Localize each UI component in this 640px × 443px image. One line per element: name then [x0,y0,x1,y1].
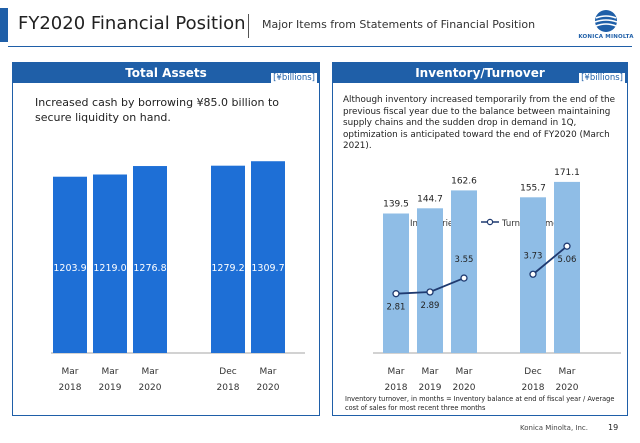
inventory-value-label: 155.7 [520,183,546,193]
inventory-value-label: 144.7 [417,194,443,204]
total-assets-value-label: 1276.8 [133,263,166,274]
total-assets-value-label: 1309.7 [251,263,284,274]
x-tick-label-month: Mar [388,367,405,377]
x-tick-label-year: 2020 [453,383,476,393]
total-assets-bar [211,165,245,353]
total-assets-bar [133,166,167,353]
total-assets-unit: [¥billions] [271,73,317,84]
x-tick-label-year: 2018 [59,383,82,393]
x-tick-label-month: Mar [422,367,439,377]
title-accent [0,8,8,42]
logo-wordmark: KONICA MINOLTA [578,34,634,40]
x-tick-label-year: 2020 [257,383,280,393]
x-tick-label-month: Mar [142,367,159,377]
logo-mark-icon [594,10,618,32]
legend-turnover-marker [486,218,494,226]
x-tick-label-year: 2019 [419,383,442,393]
inventory-chart: InventoriesTurnover (months)139.5Mar2018… [373,168,621,393]
total-assets-bar [251,161,285,353]
x-tick-label-year: 2020 [139,383,162,393]
turnover-value-label: 2.89 [421,301,440,311]
inventory-bar [554,181,580,353]
company-logo: KONICA MINOLTA [576,8,636,44]
footer-company: Konica Minolta, Inc. [520,424,588,432]
inventory-panel: Inventory/Turnover [¥billions] Although … [332,62,628,416]
x-tick-label-month: Dec [524,367,541,377]
total-assets-title: Total Assets [13,63,319,83]
x-tick-label-month: Mar [102,367,119,377]
total-assets-panel: Total Assets [¥billions] Increased cash … [12,62,320,416]
turnover-value-label: 5.06 [558,255,577,265]
total-assets-bar [53,176,87,353]
x-tick-label-month: Mar [62,367,79,377]
x-tick-label-month: Dec [219,367,236,377]
total-assets-bar [93,174,127,353]
turnover-value-label: 2.81 [387,303,406,313]
total-assets-description: Increased cash by borrowing ¥85.0 billio… [35,96,279,124]
x-tick-label-month: Mar [456,367,473,377]
title-bar: FY2020 Financial Position Major Items fr… [0,8,640,44]
x-tick-label-month: Mar [559,367,576,377]
x-tick-label-year: 2018 [217,383,240,393]
total-assets-value-label: 1279.2 [211,263,244,274]
title-separator [248,14,249,38]
inventory-value-label: 139.5 [383,200,409,210]
turnover-footnote: Inventory turnover, in months = Inventor… [345,395,615,412]
turnover-value-label: 3.73 [524,251,543,261]
page-subtitle: Major Items from Statements of Financial… [262,18,536,31]
header-rule [8,46,632,47]
turnover-point [426,288,434,296]
inventory-value-label: 162.6 [451,176,477,186]
inventory-bar [383,213,409,353]
inventory-title: Inventory/Turnover [333,63,627,83]
x-tick-label-month: Mar [260,367,277,377]
page-title: FY2020 Financial Position [18,13,246,34]
turnover-point [563,242,571,250]
x-tick-label-year: 2020 [556,383,579,393]
inventory-value-label: 171.1 [554,168,580,178]
turnover-line [532,245,568,275]
total-assets-value-label: 1203.9 [53,263,86,274]
total-assets-value-label: 1219.0 [93,263,126,274]
turnover-point [392,290,400,298]
turnover-value-label: 3.55 [455,255,474,265]
x-tick-label-year: 2018 [522,383,545,393]
x-tick-label-year: 2019 [99,383,122,393]
turnover-point [529,270,537,278]
turnover-point [460,274,468,282]
inventory-bar [451,190,477,353]
total-assets-chart: 1203.9 Mar 2018 1219.0 Mar 2019 1276.8 Mar 2020 1… [51,161,305,393]
inventory-bar [417,208,443,353]
inventory-unit: [¥billions] [579,73,625,84]
page-number: 19 [608,423,619,432]
x-tick-label-year: 2018 [385,383,408,393]
inventory-description: Although inventory increased temporarily… [343,95,616,151]
